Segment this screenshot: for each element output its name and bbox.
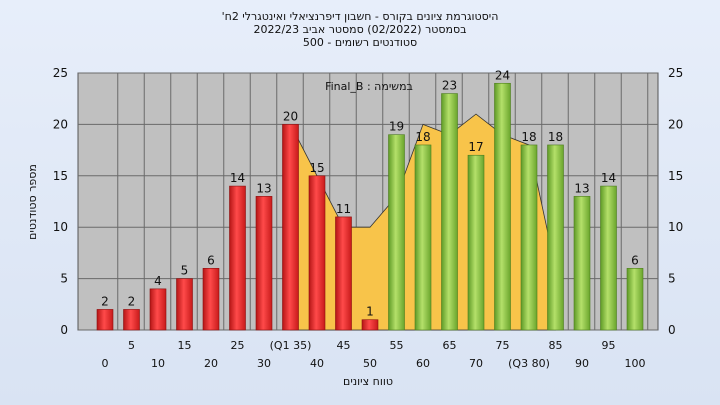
bar-value-label: 20 <box>283 109 298 123</box>
x-tick-lower: 40 <box>310 357 324 370</box>
bar-40 <box>308 175 326 331</box>
bar-value-label: 24 <box>495 68 510 82</box>
x-tick-lower: 10 <box>151 357 165 370</box>
bar-95 <box>600 185 617 331</box>
bar-25 <box>229 185 246 331</box>
y-tick-right: 0 <box>668 323 676 337</box>
y-tick-right: 25 <box>668 66 683 80</box>
bar-value-label: 2 <box>101 294 109 308</box>
bar-value-label: 1 <box>366 305 374 319</box>
x-tick-lower: 90 <box>575 357 589 370</box>
y-tick-left: 15 <box>53 169 68 183</box>
bar-15 <box>176 278 193 331</box>
chart-title-line-3: סטודנטים רשומים - 500 <box>302 36 418 49</box>
bar-35 <box>282 124 299 331</box>
bar-value-label: 11 <box>336 202 351 216</box>
bar-value-label: 6 <box>207 253 215 267</box>
x-tick-lower: 50 <box>363 357 377 370</box>
bar-value-label: 18 <box>415 130 430 144</box>
x-tick-upper: 95 <box>602 339 616 352</box>
bar-value-label: 13 <box>574 181 589 195</box>
bar-5 <box>123 309 140 331</box>
x-tick-upper: 55 <box>390 339 404 352</box>
x-tick-upper: (Q1 35) <box>270 339 312 352</box>
x-tick-lower: 30 <box>257 357 271 370</box>
bar-value-label: 18 <box>548 130 563 144</box>
bar-70 <box>467 154 485 331</box>
bar-45 <box>335 216 352 331</box>
x-tick-upper: 25 <box>231 339 245 352</box>
task-annotation: Final_B : במשימה <box>325 80 413 93</box>
chart-title-line-2: בסמסטר (02/2022) סמסטר אביב 2022/23 <box>253 23 467 36</box>
y-tick-left: 25 <box>53 66 68 80</box>
bar-value-label: 17 <box>468 140 483 154</box>
bar-75 <box>494 82 511 331</box>
bar-0 <box>96 309 114 331</box>
bar-80 <box>520 144 538 331</box>
y-tick-right: 10 <box>668 220 683 234</box>
x-tick-lower: 70 <box>469 357 483 370</box>
bar-value-label: 14 <box>230 171 245 185</box>
bar-value-label: 4 <box>154 274 162 288</box>
x-tick-upper: 85 <box>549 339 563 352</box>
y-tick-right: 20 <box>668 117 683 131</box>
x-tick-lower: 20 <box>204 357 218 370</box>
y-tick-left: 20 <box>53 117 68 131</box>
bar-30 <box>255 196 273 331</box>
y-tick-left: 10 <box>53 220 68 234</box>
y-axis-title: מספר סטודנטים <box>26 164 39 240</box>
y-tick-left: 5 <box>60 272 68 286</box>
bar-60 <box>414 144 432 331</box>
y-tick-right: 5 <box>668 272 676 286</box>
x-tick-lower: (Q3 80) <box>508 357 550 370</box>
bar-value-label: 2 <box>128 294 136 308</box>
bar-value-label: 5 <box>181 264 189 278</box>
y-tick-right: 15 <box>668 169 683 183</box>
bar-value-label: 19 <box>389 120 404 134</box>
bar-10 <box>149 288 167 331</box>
x-tick-upper: 75 <box>496 339 510 352</box>
x-tick-upper: 45 <box>337 339 351 352</box>
x-tick-lower: 100 <box>625 357 646 370</box>
bar-65 <box>441 93 458 331</box>
bar-value-label: 14 <box>601 171 616 185</box>
bar-85 <box>547 144 564 331</box>
bar-value-label: 6 <box>631 253 639 267</box>
bar-50 <box>361 319 379 331</box>
x-tick-lower: 0 <box>102 357 109 370</box>
x-tick-lower: 60 <box>416 357 430 370</box>
x-tick-upper: 5 <box>128 339 135 352</box>
y-tick-left: 0 <box>60 323 68 337</box>
chart-title-line-1: 'היסטוגרמת ציונים בקורס - חשבון דיפרנציא… <box>221 10 499 23</box>
bar-value-label: 23 <box>442 79 457 93</box>
bar-100 <box>626 268 644 331</box>
bar-value-label: 15 <box>309 161 324 175</box>
bar-value-label: 13 <box>256 181 271 195</box>
bar-55 <box>388 134 405 331</box>
bar-value-label: 18 <box>521 130 536 144</box>
bar-90 <box>573 196 591 331</box>
x-tick-upper: 65 <box>443 339 457 352</box>
x-tick-upper: 15 <box>178 339 192 352</box>
bar-20 <box>202 268 220 331</box>
x-axis-title: טווח ציונים <box>343 375 393 388</box>
